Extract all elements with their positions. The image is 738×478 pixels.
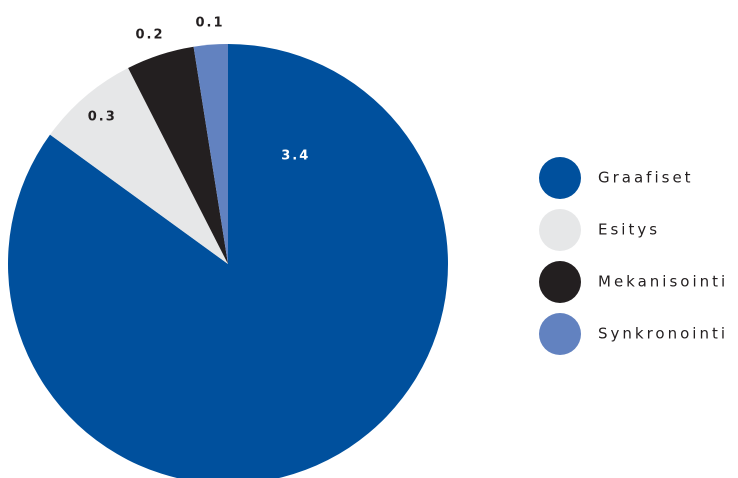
legend-label-synkronointi: Synkronointi — [598, 325, 728, 343]
legend-marker-mekanisointi — [539, 261, 581, 303]
data-label-synkronointi: 0.1 — [195, 16, 224, 31]
pie-slice-synkronointi — [193, 44, 228, 264]
pie-slice-esitys — [50, 67, 228, 264]
legend-marker-graafiset — [539, 157, 581, 199]
data-label-mekanisointi: 0.2 — [135, 28, 164, 43]
legend-marker-esitys — [539, 209, 581, 251]
legend-label-graafiset: Graafiset — [598, 169, 694, 187]
data-label-esitys: 0.3 — [88, 109, 117, 124]
legend: Graafiset Esitys Mekanisointi Synkronointi — [539, 157, 728, 355]
data-labels: 3.4 0.3 0.2 0.1 — [88, 16, 310, 164]
data-label-graafiset: 3.4 — [281, 148, 310, 163]
pie-slice-mekanisointi — [128, 46, 228, 265]
pie-slices — [8, 44, 448, 478]
legend-label-esitys: Esitys — [598, 221, 660, 239]
legend-label-mekanisointi: Mekanisointi — [598, 273, 728, 291]
legend-marker-synkronointi — [539, 313, 581, 355]
pie-slice-graafiset — [8, 44, 448, 478]
